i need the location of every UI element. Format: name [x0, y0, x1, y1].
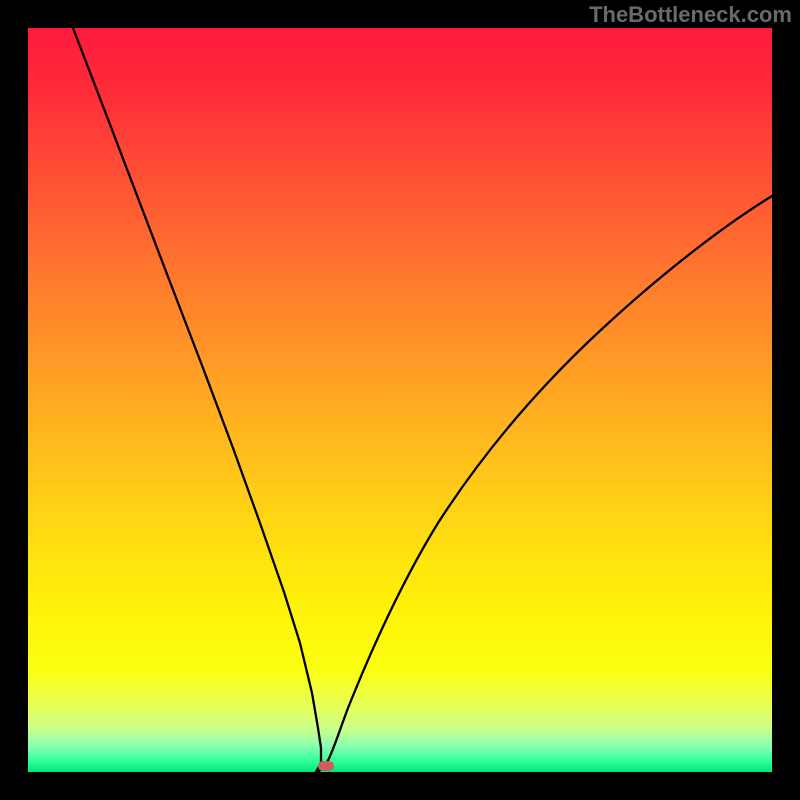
plot-area	[28, 28, 772, 772]
chart-container: TheBottleneck.com	[0, 0, 800, 800]
watermark-text: TheBottleneck.com	[589, 2, 792, 28]
curve-layer	[28, 28, 772, 772]
vertex-marker	[318, 761, 334, 771]
curve-left-branch	[73, 28, 321, 772]
curve-right-branch	[316, 196, 772, 772]
